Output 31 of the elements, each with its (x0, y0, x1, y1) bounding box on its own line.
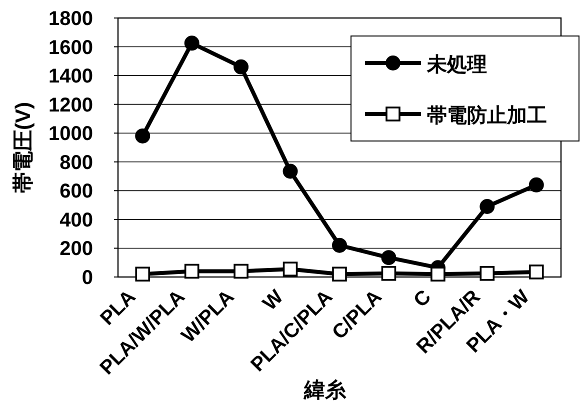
y-tick-label: 800 (60, 152, 93, 174)
y-tick-label: 1200 (48, 94, 93, 116)
point (480, 198, 495, 214)
point (282, 164, 298, 179)
point (332, 238, 347, 253)
point (430, 266, 446, 282)
point (184, 36, 200, 51)
legend-label: 未処理 (426, 54, 487, 76)
y-tick-label: 200 (60, 238, 93, 260)
y-tick-label: 1800 (48, 8, 93, 30)
point (332, 266, 347, 282)
legend-label: 帯電防止加工 (427, 104, 547, 127)
point (381, 250, 396, 266)
y-tick-label: 0 (82, 267, 93, 289)
y-tick-label: 400 (60, 209, 93, 232)
point (135, 266, 150, 282)
point (381, 266, 396, 281)
y-tick-label: 1000 (48, 123, 93, 146)
point (234, 264, 248, 279)
point (528, 264, 544, 280)
point (528, 177, 544, 192)
point (184, 264, 200, 279)
point (234, 59, 249, 74)
point (480, 266, 495, 281)
x-axis-title: 緯糸 (303, 378, 347, 402)
point (135, 128, 150, 144)
y-tick-label: 1400 (48, 66, 93, 88)
y-tick-label: 600 (60, 180, 93, 203)
point (282, 262, 298, 276)
y-tick-label: 1600 (48, 36, 93, 59)
y-axis-title: 帯電圧(V) (12, 102, 35, 193)
